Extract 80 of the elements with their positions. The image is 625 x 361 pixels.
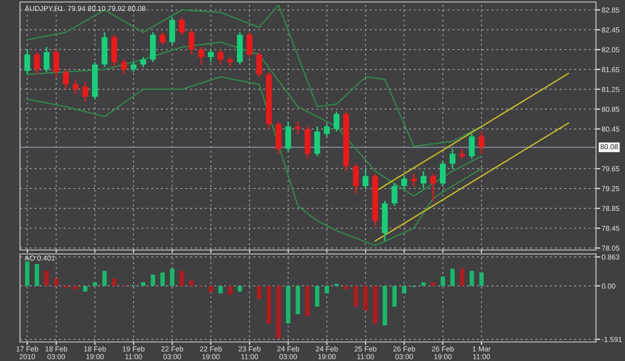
bar [392,286,397,307]
bar [54,278,58,286]
candlestick [53,48,60,78]
candlestick [34,51,40,76]
candlestick [218,48,224,66]
bar [266,286,272,324]
bar [430,282,436,286]
bar [344,286,348,290]
candlestick [294,120,301,135]
candlestick [401,175,408,190]
line-series [26,76,482,246]
bar [324,286,330,294]
bar [296,286,300,314]
candlestick [468,133,475,160]
bar [363,286,368,310]
bar [276,286,281,339]
candlestick [410,172,417,187]
bar [470,270,474,286]
candlestick [160,32,166,46]
bar [450,268,455,286]
candlestick [82,81,88,102]
candlestick [227,56,234,68]
bar [141,282,146,286]
candlestick [44,46,50,73]
candlestick [188,29,194,56]
bar [160,272,165,286]
bar [257,286,262,300]
candlestick [72,78,78,95]
candlestick [392,182,398,207]
bar [83,286,88,292]
candlestick [352,163,359,194]
bar [218,286,223,294]
candlestick [198,46,204,66]
bar [189,280,194,286]
candlestick [140,56,146,68]
line-series [26,4,482,147]
bar [102,270,107,286]
bar [180,270,184,286]
bar [421,282,426,286]
bar [479,272,484,286]
bar [25,261,30,286]
candlestick [256,51,262,78]
bar [402,286,406,294]
bar [112,278,116,286]
bar [286,286,290,324]
candlestick [459,148,466,160]
candlestick [285,120,292,152]
bar [382,286,388,326]
candlestick [178,16,185,36]
bar [238,286,242,292]
bar [315,286,320,307]
bar [150,274,156,286]
candlestick [324,123,330,138]
candlestick [478,130,484,154]
bar [228,286,232,295]
candlestick [334,110,340,132]
candlestick [208,48,214,63]
bar [305,286,310,316]
bar [354,286,358,307]
bar [208,286,214,292]
candlestick [63,68,69,90]
candlestick [120,58,127,76]
candlestick [440,160,446,187]
bar [372,286,378,324]
candlestick [362,168,368,190]
candlestick [169,16,176,46]
bar [170,268,174,286]
candlestick [246,32,252,58]
bar [34,264,40,286]
candlestick [130,61,136,73]
bar [92,282,98,286]
line-series [26,42,482,197]
candlestick [430,172,436,202]
candlestick [450,148,456,170]
candlestick [314,126,320,157]
bar [440,276,445,286]
bar [460,268,464,286]
bar [44,270,49,286]
candlestick [24,48,30,76]
candlestick [420,170,426,190]
